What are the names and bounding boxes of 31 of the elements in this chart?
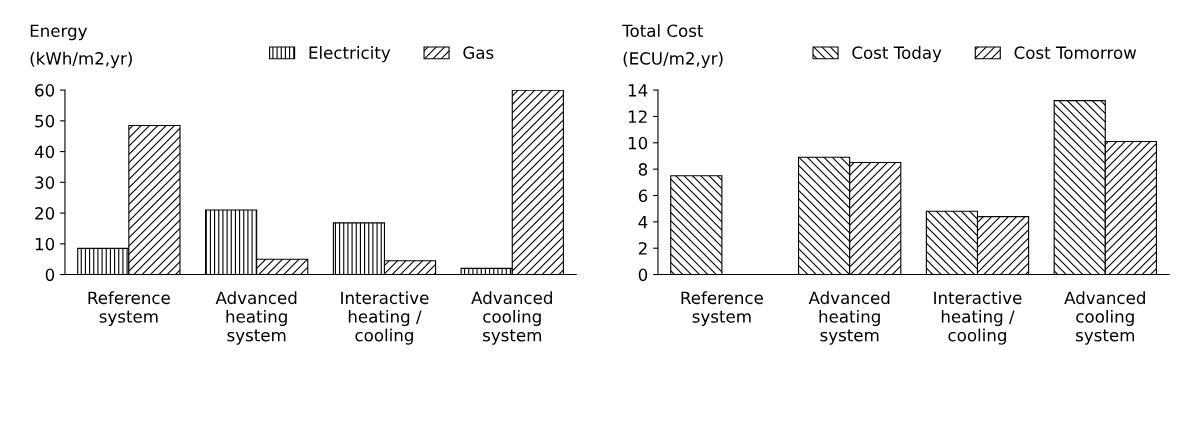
y-tick-label: 30 [35,176,55,189]
x-tick-label: Advanced heating system [808,291,890,345]
y-tick-label: 0 [45,268,55,282]
x-tick-label: Interactive heating / cooling [341,291,429,345]
x-tick-label: Reference system [681,291,763,327]
y-tick-label: 50 [35,114,55,128]
chart-title: Energy [30,24,88,41]
legend-label: Gas [463,46,494,59]
y-tick-label: 4 [638,216,648,229]
y-axis-title: (kWh/m2,yr) [30,51,132,68]
chart-title: Total Cost [622,24,704,38]
x-tick-label: Advanced cooling system [471,291,552,345]
y-axis-title: (ECU/m2,yr) [623,51,723,68]
legend-label: Cost Tomorrow [1014,46,1137,59]
y-tick-label: 40 [34,145,55,159]
legend-label: Cost Today [852,46,942,63]
legend-label: Electricity [309,46,391,63]
x-tick-label: Interactive heating / cooling [934,291,1022,345]
y-tick-label: 20 [35,207,55,220]
y-tick-label: 0 [638,268,648,282]
y-tick-label: 10 [35,237,55,251]
y-tick-label: 10 [628,136,648,150]
y-tick-label: 8 [638,163,648,176]
y-tick-label: 14 [628,84,648,97]
x-tick-label: Reference system [88,291,170,327]
y-tick-label: 60 [35,84,55,97]
x-tick-label: Advanced heating system [215,291,297,345]
y-tick-label: 12 [628,110,647,123]
x-tick-label: Advanced cooling system [1064,291,1145,345]
y-tick-label: 6 [638,189,648,203]
y-tick-label: 2 [638,242,647,255]
